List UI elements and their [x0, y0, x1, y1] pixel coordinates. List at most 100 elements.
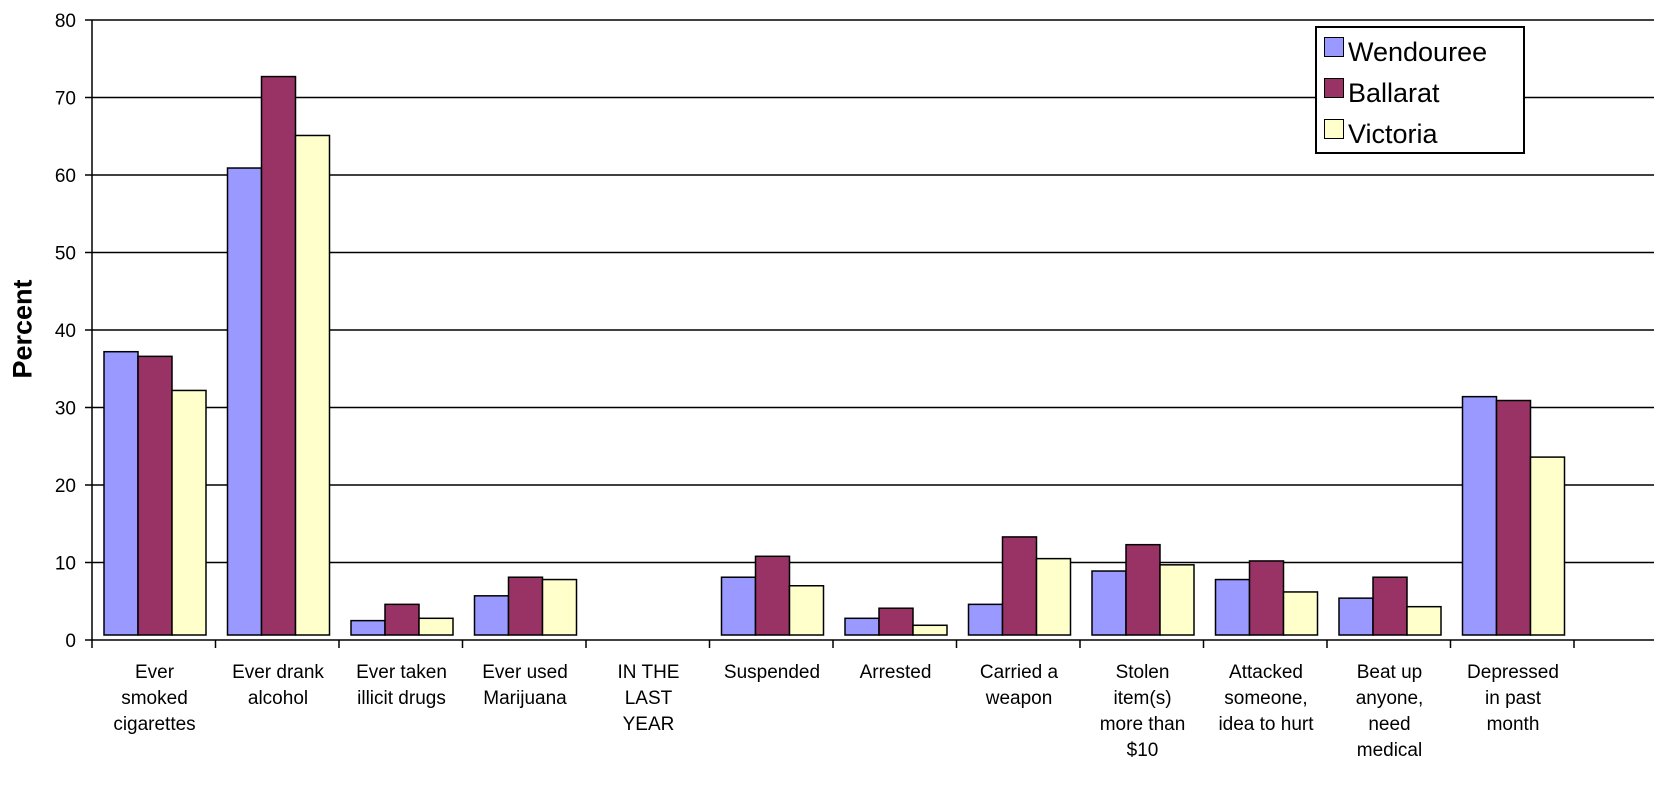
x-tick-label-line: Stolen	[1115, 662, 1170, 683]
bar-ballarat-8	[1125, 543, 1161, 636]
legend-swatch	[1324, 118, 1344, 139]
x-tick-label-line: more than	[1099, 714, 1186, 735]
bar-victoria-2	[418, 617, 454, 636]
bar-ballarat-2	[384, 603, 420, 636]
bar-wendouree-1	[226, 167, 263, 636]
bar-ballarat-5	[754, 555, 791, 636]
legend-label: Wendouree	[1348, 37, 1488, 67]
y-tick-label: 40	[55, 321, 76, 342]
bars	[103, 75, 1566, 636]
bar-ballarat-10	[1372, 576, 1408, 636]
y-tick-label: 80	[55, 11, 76, 32]
bar-ballarat-0	[137, 355, 173, 636]
x-tick-label-line: item(s)	[1113, 688, 1172, 709]
y-axis-label: Percent	[7, 279, 38, 379]
legend-item-ballarat: Ballarat	[1317, 73, 1523, 114]
x-tick-label: Ever used Marijuana	[463, 660, 587, 712]
x-tick-label-line: Marijuana	[483, 688, 567, 709]
bar-victoria-10	[1406, 605, 1442, 636]
x-tick-label: Stolen item(s) more than $10	[1081, 660, 1205, 764]
bar-wendouree-0	[103, 350, 139, 636]
legend-item-victoria: Victoria	[1317, 114, 1523, 155]
x-tick-label-line: need	[1368, 714, 1411, 735]
y-tick-label: 50	[55, 244, 76, 265]
x-tick-label-line: alcohol	[247, 688, 309, 709]
bar-wendouree-3	[473, 595, 510, 636]
x-tick-label-line: YEAR	[622, 714, 675, 735]
gridlines	[92, 19, 1654, 564]
bar-victoria-9	[1282, 591, 1319, 636]
bar-victoria-11	[1529, 456, 1566, 636]
x-tick-label-line: Arrested	[859, 662, 932, 683]
bar-wendouree-11	[1461, 395, 1498, 636]
x-tick-label-line: medical	[1356, 740, 1423, 761]
x-tick-label-line: Depressed	[1467, 662, 1559, 683]
x-tick-label-line: $10	[1126, 740, 1159, 761]
bar-ballarat-9	[1248, 560, 1285, 636]
x-tick-label: Ever smoked cigarettes	[93, 660, 217, 738]
y-tick-label: 10	[55, 554, 76, 575]
y-axis-ticks: 0 10 20 30 40 50 60 70 80	[55, 11, 92, 652]
legend-label: Ballarat	[1348, 78, 1440, 108]
y-tick-label: 60	[55, 166, 76, 187]
x-tick-label: Attacked someone, idea to hurt	[1204, 660, 1328, 738]
x-tick-label-line: IN THE	[617, 662, 680, 683]
bar-victoria-3	[541, 578, 578, 636]
x-tick-label: Suspended	[710, 660, 834, 686]
bar-wendouree-6	[844, 617, 880, 636]
bar-ballarat-7	[1001, 536, 1038, 636]
x-tick-label-line: LAST	[624, 688, 673, 709]
x-tick-label: Beat up anyone, need medical	[1328, 660, 1452, 764]
x-tick-label-line: month	[1486, 714, 1540, 735]
x-tick-label: Ever taken illicit drugs	[340, 660, 464, 712]
x-tick-label: IN THE LAST YEAR	[587, 660, 711, 738]
bar-victoria-0	[171, 389, 207, 636]
x-tick-label: Ever drank alcohol	[216, 660, 340, 712]
y-tick-label: 20	[55, 476, 76, 497]
bar-victoria-5	[788, 585, 825, 636]
bar-ballarat-1	[260, 75, 297, 636]
x-tick-label-line: idea to hurt	[1218, 714, 1314, 735]
bar-ballarat-6	[878, 607, 914, 636]
x-tick-label-line: cigarettes	[113, 714, 196, 735]
bar-victoria-6	[912, 624, 948, 636]
y-tick-label: 70	[55, 89, 76, 110]
bar-ballarat-11	[1495, 399, 1532, 636]
x-tick-label: Carried a weapon	[957, 660, 1081, 712]
bar-wendouree-7	[967, 603, 1004, 636]
bar-wendouree-5	[720, 576, 757, 636]
bar-wendouree-2	[350, 619, 386, 636]
bar-wendouree-9	[1214, 578, 1251, 636]
legend-swatch	[1324, 77, 1344, 98]
bar-ballarat-3	[507, 576, 544, 636]
legend: Wendouree Ballarat Victoria	[1315, 26, 1525, 154]
x-tick-label-line: Carried a	[979, 662, 1059, 683]
y-tick-label: 0	[65, 631, 76, 652]
x-tick-label-line: Attacked	[1229, 662, 1303, 683]
legend-item-wendouree: Wendouree	[1317, 32, 1523, 73]
bar-victoria-8	[1159, 564, 1195, 636]
x-tick-label-line: Ever used	[482, 662, 568, 683]
y-tick-label: 30	[55, 399, 76, 420]
x-tick-label: Depressed in past month	[1451, 660, 1575, 738]
x-tick-label-line: illicit drugs	[357, 688, 446, 709]
x-tick-label-line: Ever	[134, 662, 175, 683]
bar-wendouree-10	[1338, 597, 1374, 636]
bar-victoria-1	[294, 134, 331, 636]
x-tick-label-line: Beat up	[1356, 662, 1423, 683]
x-tick-label-line: Ever taken	[356, 662, 447, 683]
x-tick-label-line: anyone,	[1355, 688, 1424, 709]
bar-wendouree-8	[1091, 570, 1127, 636]
x-tick-label-line: Ever drank	[232, 662, 324, 683]
x-tick-label-line: smoked	[121, 688, 188, 709]
x-tick-label-line: Suspended	[723, 662, 821, 683]
x-tick-label-line: weapon	[985, 688, 1053, 709]
bar-victoria-7	[1035, 557, 1072, 636]
x-tick-label-line: in past	[1485, 688, 1541, 709]
legend-label: Victoria	[1348, 119, 1438, 149]
legend-swatch	[1324, 36, 1344, 57]
axes	[91, 20, 1654, 648]
x-tick-label-line: someone,	[1224, 688, 1308, 709]
x-tick-label: Arrested	[834, 660, 958, 686]
